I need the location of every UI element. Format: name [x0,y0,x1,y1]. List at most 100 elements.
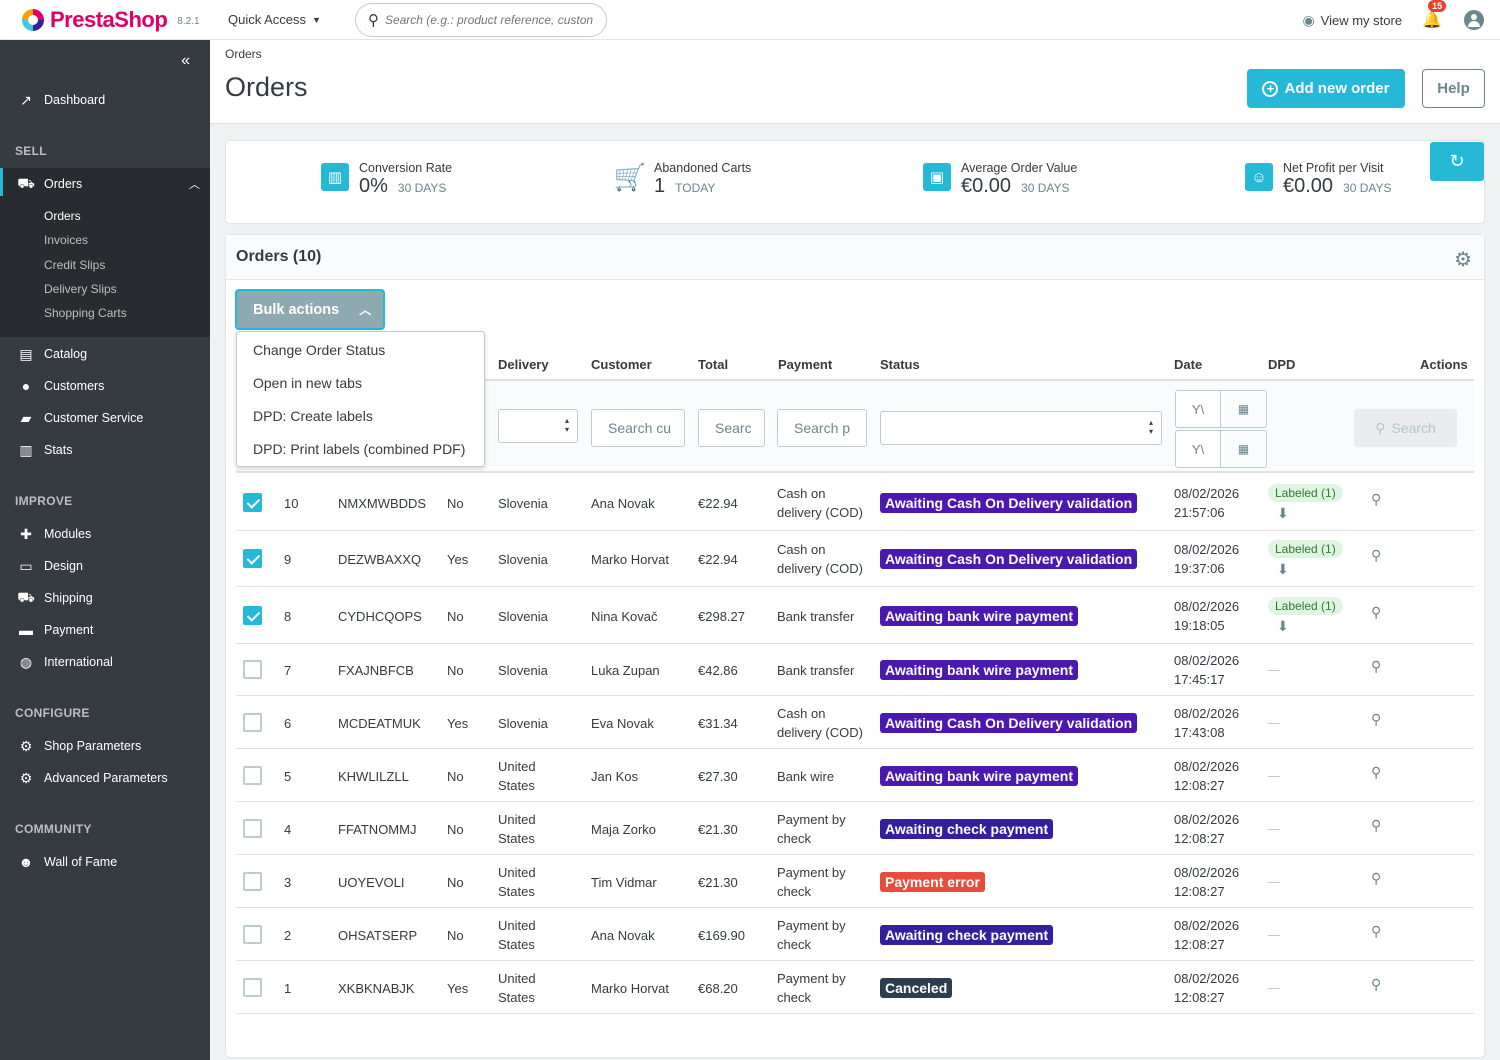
grid-settings-gear-icon[interactable]: ⚙ [1454,249,1472,271]
submenu-item-credit-slips[interactable]: Credit Slips [44,258,106,272]
status-badge[interactable]: Payment error [880,871,985,892]
column-header-status[interactable]: Status [880,357,920,372]
add-new-order-button[interactable]: + Add new order [1247,69,1405,108]
view-order-zoom-icon[interactable]: ⚲ [1371,491,1382,507]
status-badge[interactable]: Canceled [880,977,953,998]
search-filter-button[interactable]: ⚲ Search [1354,409,1457,447]
sidebar-item-customers[interactable]: ● Customers [0,370,210,402]
view-order-zoom-icon[interactable]: ⚲ [1371,975,1382,992]
date-to-calendar-icon[interactable]: ▦ [1221,430,1267,468]
table-row[interactable]: 5 KHWLILZLL No United States Jan Kos €27.… [236,749,1474,802]
row-checkbox[interactable] [243,871,262,891]
download-icon[interactable]: ⬇ [1277,617,1289,634]
prestashop-logo[interactable]: PrestaShop 8.2.1 [22,7,210,33]
row-checkbox[interactable] [243,605,262,625]
sidebar-item-advanced-parameters[interactable]: ⚙ Advanced Parameters [0,762,210,794]
row-checkbox[interactable] [243,818,262,838]
order-reference: DEZWBAXXQ [338,552,422,567]
table-row[interactable]: 1 XKBKNABJK Yes United States Marko Horva… [236,961,1474,1014]
date-from-calendar-icon[interactable]: ▦ [1221,390,1267,428]
bulk-menu-dpd-print-labels[interactable]: DPD: Print labels (combined PDF) [253,441,466,457]
status-badge[interactable]: Awaiting bank wire payment [880,765,1079,786]
status-badge[interactable]: Awaiting check payment [880,924,1054,945]
view-order-zoom-icon[interactable]: ⚲ [1371,763,1382,780]
row-checkbox[interactable] [243,660,262,679]
column-header-date[interactable]: Date [1174,357,1203,372]
search-box[interactable]: ⚲ [354,2,607,37]
view-order-zoom-icon[interactable]: ⚲ [1371,547,1382,563]
download-icon[interactable]: ⬇ [1277,561,1289,577]
table-row[interactable]: 7 FXAJNBFCB No Slovenia Luka Zupan €42.8… [236,644,1474,696]
sidebar-item-shop-parameters[interactable]: ⚙ Shop Parameters [0,730,210,762]
table-row[interactable]: 3 UOYEVOLI No United States Tim Vidmar €2… [236,855,1474,908]
bulk-menu-open-in-new-tabs[interactable]: Open in new tabs [253,375,362,391]
user-account-icon[interactable] [1464,10,1484,30]
status-badge[interactable]: Awaiting check payment [880,818,1054,839]
search-input[interactable] [384,12,595,27]
sidebar-item-payment[interactable]: ▬ Payment [0,614,210,646]
total-filter-input[interactable]: Searc [698,409,765,447]
delivery-filter-select[interactable] [498,409,578,443]
table-row[interactable]: 9 DEZWBAXXQ Yes Slovenia Marko Horvat €2… [236,531,1474,587]
column-header-total[interactable]: Total [698,357,729,372]
order-reference: KHWLILZLL [338,768,409,784]
view-order-zoom-icon[interactable]: ⚲ [1371,658,1382,674]
sidebar-item-modules[interactable]: ✚ Modules [0,518,210,550]
table-row[interactable]: 10 NMXMWBDDS No Slovenia Ana Novak €22.9… [236,475,1474,531]
view-order-zoom-icon[interactable]: ⚲ [1371,603,1382,620]
row-checkbox[interactable] [243,977,262,997]
sidebar-item-customer-service[interactable]: ▰ Customer Service [0,402,210,434]
sidebar-item-catalog[interactable]: ▤ Catalog [0,338,210,370]
status-badge[interactable]: Awaiting bank wire payment [880,605,1079,626]
row-checkbox[interactable] [243,712,262,732]
customer-filter-input[interactable]: Search cu [591,409,685,447]
view-order-zoom-icon[interactable]: ⚲ [1371,710,1382,727]
download-icon[interactable]: ⬇ [1277,505,1289,521]
submenu-item-invoices[interactable]: Invoices [44,233,89,247]
view-my-store-link[interactable]: ◉ View my store [1302,12,1402,29]
quick-access-menu[interactable]: Quick Access ▼ [228,12,321,27]
date-to-input[interactable]: Y\ [1175,430,1221,468]
row-checkbox[interactable] [243,924,262,944]
column-header-customer[interactable]: Customer [591,357,652,372]
bulk-menu-dpd-create-labels[interactable]: DPD: Create labels [253,408,373,424]
status-filter-select[interactable] [880,411,1162,445]
sidebar-item-dashboard[interactable]: ↗ Dashboard [0,84,210,116]
row-checkbox[interactable] [243,549,262,568]
sidebar-item-orders[interactable]: ⛟ Orders ︿ [0,168,210,200]
status-badge[interactable]: Awaiting Cash On Delivery validation [880,712,1138,733]
desktop-icon: ▭ [19,557,33,574]
view-order-zoom-icon[interactable]: ⚲ [1371,869,1382,886]
column-header-delivery[interactable]: Delivery [498,357,549,372]
sidebar-item-wall-of-fame[interactable]: ☻ Wall of Fame [0,846,210,878]
sidebar-item-design[interactable]: ▭ Design [0,550,210,582]
view-order-zoom-icon[interactable]: ⚲ [1371,816,1382,833]
breadcrumb[interactable]: Orders [225,47,262,61]
notifications-button[interactable]: 🔔 15 [1422,0,1447,30]
status-badge[interactable]: Awaiting Cash On Delivery validation [880,549,1138,569]
row-checkbox[interactable] [243,765,262,785]
table-row[interactable]: 8 CYDHCQOPS No Slovenia Nina Kovač €298.… [236,587,1474,644]
submenu-item-shopping-carts[interactable]: Shopping Carts [44,306,127,320]
table-row[interactable]: 2 OHSATSERP No United States Ana Novak €1… [236,908,1474,961]
sidebar-item-international[interactable]: ◍ International [0,646,210,678]
refresh-kpi-button[interactable]: ↻ [1430,142,1484,181]
row-checkbox[interactable] [243,493,262,512]
collapse-sidebar-icon[interactable]: « [181,52,190,69]
submenu-item-delivery-slips[interactable]: Delivery Slips [44,282,117,296]
bulk-menu-change-order-status[interactable]: Change Order Status [253,342,386,358]
status-badge[interactable]: Awaiting Cash On Delivery validation [880,493,1138,513]
payment-filter-input[interactable]: Search p [777,409,867,447]
table-row[interactable]: 4 FFATNOMMJ No United States Maja Zorko €… [236,802,1474,855]
table-row[interactable]: 6 MCDEATMUK Yes Slovenia Eva Novak €31.3… [236,696,1474,749]
bulk-actions-button[interactable]: Bulk actions ︿ [235,289,385,330]
view-order-zoom-icon[interactable]: ⚲ [1371,922,1382,939]
date-from-input[interactable]: Y\ [1175,390,1221,428]
page-title: Orders [225,72,308,102]
sidebar-item-stats[interactable]: ▥ Stats [0,434,210,466]
help-button[interactable]: Help [1422,69,1485,108]
submenu-item-orders[interactable]: Orders [44,209,81,223]
column-header-payment[interactable]: Payment [778,357,833,372]
sidebar-item-shipping[interactable]: ⛟ Shipping [0,582,210,614]
status-badge[interactable]: Awaiting bank wire payment [880,660,1079,680]
